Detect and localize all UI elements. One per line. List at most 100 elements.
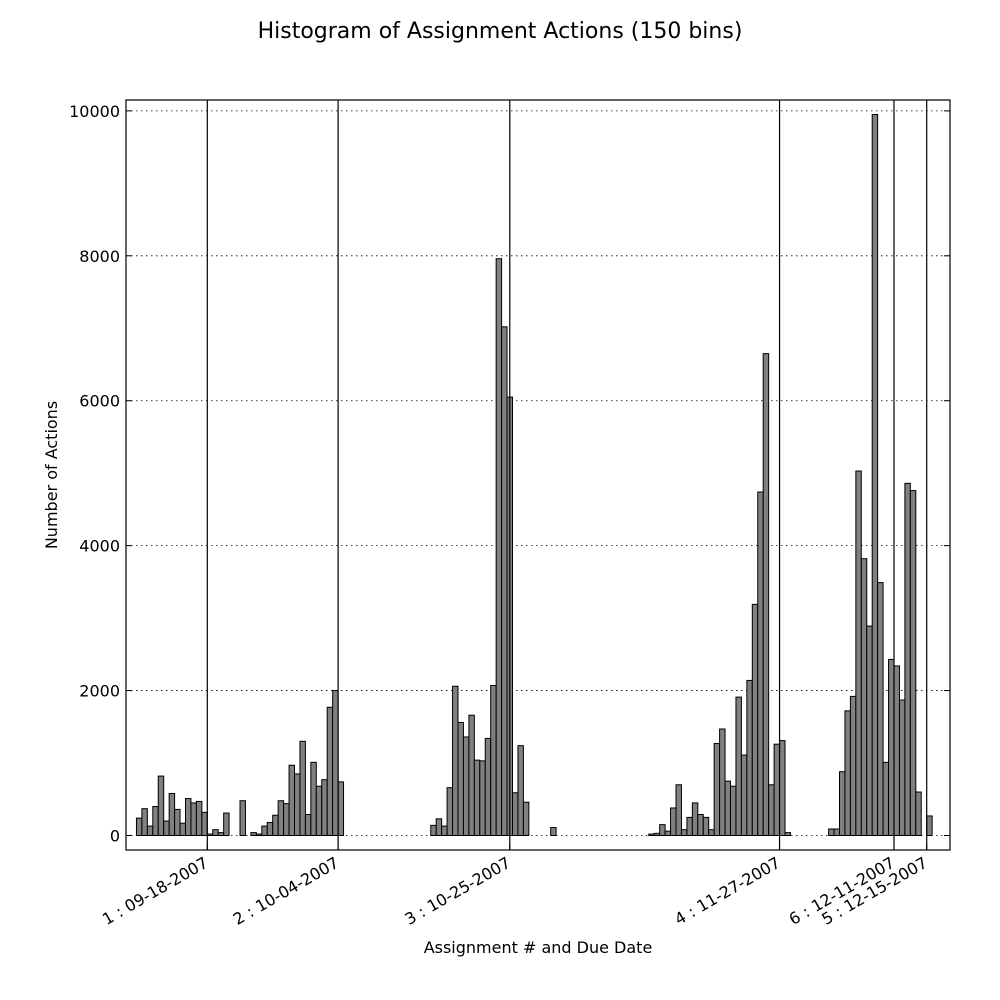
histogram-bar [915, 791, 922, 837]
histogram-bar [664, 830, 672, 837]
histogram-bar [299, 740, 306, 837]
histogram-bar [332, 690, 339, 837]
histogram-bar [888, 658, 895, 837]
histogram-bar [828, 828, 835, 837]
histogram-bar [250, 832, 257, 837]
histogram-bar [490, 685, 497, 837]
histogram-bar [691, 802, 699, 837]
histogram-bar [871, 113, 879, 837]
histogram-bar [670, 807, 677, 837]
histogram-bar [762, 353, 770, 837]
histogram-bar [740, 754, 748, 837]
histogram-bar [849, 695, 857, 837]
histogram-bar [288, 764, 295, 837]
x-tick-label: 3 : 10-25-2007 [401, 853, 513, 929]
histogram-bar [904, 482, 911, 837]
histogram-bar [735, 696, 742, 837]
histogram-bar [206, 833, 214, 837]
histogram-bar [648, 833, 655, 837]
histogram-bar [179, 822, 187, 837]
histogram-bar [168, 792, 176, 837]
histogram-bar [882, 761, 890, 837]
histogram-bar [321, 779, 328, 837]
x-tick-label: 4 : 11-27-2007 [671, 853, 783, 929]
histogram-bar [675, 784, 682, 837]
x-tick-label: 2 : 10-04-2007 [230, 853, 342, 929]
due-date-lines [206, 100, 928, 850]
histogram-bar [719, 728, 726, 837]
histogram-bar [909, 490, 917, 837]
grid-layer [126, 110, 950, 836]
histogram-bar [659, 824, 666, 837]
histogram-bar [174, 808, 181, 837]
x-tick-label: 1 : 09-18-2007 [99, 853, 211, 929]
histogram-bar [163, 820, 170, 837]
histogram-bar [261, 825, 268, 837]
histogram-bar [855, 470, 862, 837]
histogram-bar [223, 812, 230, 837]
histogram-bar [326, 706, 334, 837]
histogram-bar [550, 827, 557, 837]
histogram-bar [898, 699, 906, 837]
histogram-bar [844, 710, 851, 837]
histogram-bar [441, 825, 448, 837]
chart-title: Histogram of Assignment Actions (150 bin… [258, 19, 743, 44]
histogram-bar [190, 802, 197, 837]
histogram-bar [866, 625, 873, 837]
histogram-bar [212, 829, 219, 837]
y-tick-label: 4000 [79, 537, 120, 556]
histogram-bar [310, 761, 317, 837]
histogram-bar [217, 832, 225, 837]
histogram-bar [702, 816, 710, 837]
histogram-bar [746, 679, 753, 837]
histogram-bar [135, 817, 143, 837]
bars-layer [135, 113, 933, 837]
histogram-bar [435, 818, 443, 837]
histogram-bar [757, 491, 764, 837]
x-axis-label: Assignment # and Due Date [424, 938, 653, 957]
histogram-bar [484, 737, 492, 837]
histogram-bar [195, 800, 203, 837]
histogram-bar [337, 781, 345, 837]
histogram-bar [277, 800, 285, 837]
y-axis-ticks: 0 2000 4000 6000 8000 10000 [69, 102, 950, 846]
histogram-bar [522, 801, 530, 837]
histogram-bar [141, 808, 148, 837]
histogram-bar [283, 803, 290, 837]
histogram-bar [697, 813, 704, 837]
histogram-bar [468, 714, 475, 837]
histogram-bar [833, 828, 840, 837]
histogram-bar [146, 825, 154, 837]
histogram-bar [926, 815, 933, 837]
plot-frame [125, 99, 951, 851]
x-axis-ticks: 1 : 09-18-2007 2 : 10-04-2007 3 : 10-25-20… [99, 844, 931, 929]
y-axis-label: Number of Actions [42, 401, 61, 549]
histogram-bar [773, 743, 781, 837]
histogram-bar [860, 558, 868, 837]
y-tick-label: 10000 [69, 102, 120, 121]
histogram-bar [686, 816, 693, 837]
histogram-bar [266, 821, 274, 837]
histogram-bar [724, 780, 731, 837]
y-tick-label: 0 [110, 827, 120, 846]
histogram-bar [201, 811, 208, 837]
histogram-bar [473, 759, 481, 837]
histogram-bar [152, 806, 159, 837]
histogram-bar [430, 824, 437, 837]
y-tick-label: 6000 [79, 392, 120, 411]
histogram-bar [730, 785, 737, 837]
histogram-bar [255, 833, 263, 837]
histogram-bar [751, 603, 759, 837]
histogram-bar [457, 721, 464, 837]
histogram-bar [157, 775, 165, 837]
y-tick-label: 2000 [79, 682, 120, 701]
histogram-bar [495, 258, 503, 837]
histogram-bar [839, 771, 846, 837]
histogram-bar [272, 814, 279, 837]
histogram-bar [239, 800, 246, 837]
histogram-bar [517, 745, 524, 837]
histogram-bar [653, 832, 661, 837]
histogram-bar [893, 665, 900, 837]
y-tick-label: 8000 [79, 247, 120, 266]
histogram-bar [784, 832, 791, 837]
